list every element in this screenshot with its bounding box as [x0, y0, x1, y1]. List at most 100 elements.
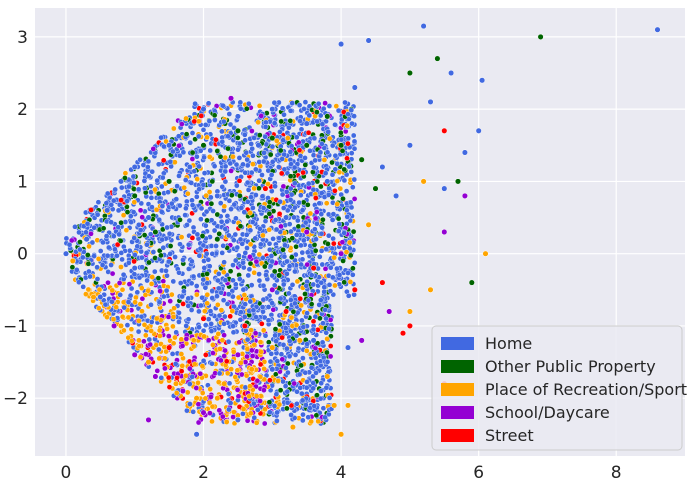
cloud-point — [327, 353, 334, 360]
cloud-point — [110, 197, 117, 204]
data-point — [283, 214, 290, 221]
cloud-point — [206, 118, 213, 124]
cloud-point — [119, 286, 126, 293]
cloud-point — [186, 217, 193, 224]
cloud-point — [242, 137, 248, 144]
cloud-point — [326, 395, 333, 401]
cloud-point — [178, 234, 185, 240]
cloud-point — [220, 269, 227, 276]
cloud-point — [319, 121, 326, 127]
cloud-point — [297, 118, 303, 124]
cloud-point — [341, 230, 348, 236]
cloud-point — [256, 185, 262, 192]
cloud-point — [112, 186, 118, 193]
cloud-point — [250, 205, 256, 211]
cloud-point — [286, 338, 293, 344]
cloud-point — [269, 143, 276, 150]
cloud-point — [221, 332, 227, 339]
cloud-point — [175, 133, 182, 139]
cloud-point — [260, 296, 267, 303]
cloud-point — [146, 336, 153, 343]
cloud-point — [248, 194, 254, 200]
cloud-point — [233, 161, 240, 168]
cloud-point — [202, 322, 209, 328]
cloud-point — [135, 221, 142, 228]
cloud-point — [141, 321, 148, 328]
cloud-point — [176, 319, 182, 325]
cloud-point — [69, 264, 76, 271]
cloud-point — [318, 279, 325, 286]
cloud-point — [234, 367, 241, 374]
cloud-point — [329, 142, 336, 149]
cloud-point — [258, 113, 265, 119]
cloud-point — [180, 378, 186, 385]
cloud-point — [174, 374, 180, 381]
cloud-point — [158, 374, 165, 381]
cloud-point — [177, 216, 183, 223]
cloud-point — [221, 320, 227, 327]
cloud-point — [258, 320, 265, 327]
cloud-point — [120, 271, 127, 278]
cloud-point — [261, 263, 268, 270]
cloud-point — [105, 279, 111, 286]
cloud-point — [182, 212, 188, 218]
cloud-point — [213, 243, 219, 249]
cloud-point — [202, 222, 209, 229]
cloud-point — [150, 146, 157, 152]
data-point — [111, 322, 118, 329]
cloud-point — [178, 336, 185, 343]
cloud-point — [132, 252, 138, 258]
legend-swatch — [441, 429, 474, 442]
cloud-point — [338, 136, 345, 143]
data-point — [200, 409, 207, 416]
legend-label: Place of Recreation/Sport — [485, 380, 687, 399]
cloud-point — [125, 314, 132, 321]
cloud-point — [223, 419, 230, 425]
cloud-point — [299, 249, 306, 256]
cloud-point — [121, 304, 127, 311]
cloud-point — [208, 394, 214, 400]
cloud-point — [325, 232, 332, 239]
cloud-point — [109, 270, 116, 277]
data-point — [269, 344, 276, 351]
cloud-point — [251, 341, 258, 348]
cloud-point — [251, 269, 257, 276]
cloud-point — [222, 226, 229, 232]
cloud-point — [310, 281, 317, 288]
cloud-point — [344, 155, 350, 162]
cloud-point — [260, 232, 266, 239]
cloud-point — [308, 272, 315, 279]
cloud-point — [140, 162, 147, 168]
y-tick-label: 2 — [17, 100, 28, 120]
cloud-point — [233, 182, 240, 189]
cloud-point — [316, 253, 323, 260]
cloud-point — [332, 121, 338, 128]
data-point — [461, 192, 468, 199]
cloud-point — [116, 280, 123, 286]
cloud-point — [302, 162, 309, 168]
cloud-point — [113, 304, 119, 311]
cloud-point — [277, 387, 284, 394]
cloud-point — [194, 176, 200, 182]
cloud-point — [269, 258, 276, 265]
cloud-point — [256, 159, 263, 165]
cloud-point — [288, 314, 295, 321]
cloud-point — [137, 156, 143, 163]
cloud-point — [118, 219, 124, 226]
cloud-point — [166, 384, 173, 390]
cloud-point — [322, 414, 328, 421]
cloud-point — [292, 204, 298, 211]
cloud-point — [171, 188, 178, 194]
cloud-point — [242, 384, 249, 391]
cloud-point — [240, 406, 247, 412]
data-point — [441, 185, 448, 192]
cloud-point — [267, 358, 274, 365]
cloud-point — [317, 297, 324, 303]
cloud-point — [288, 191, 295, 198]
cloud-point — [248, 327, 254, 333]
cloud-point — [198, 302, 204, 309]
cloud-point — [205, 316, 212, 322]
cloud-point — [150, 249, 157, 255]
cloud-point — [324, 149, 331, 156]
